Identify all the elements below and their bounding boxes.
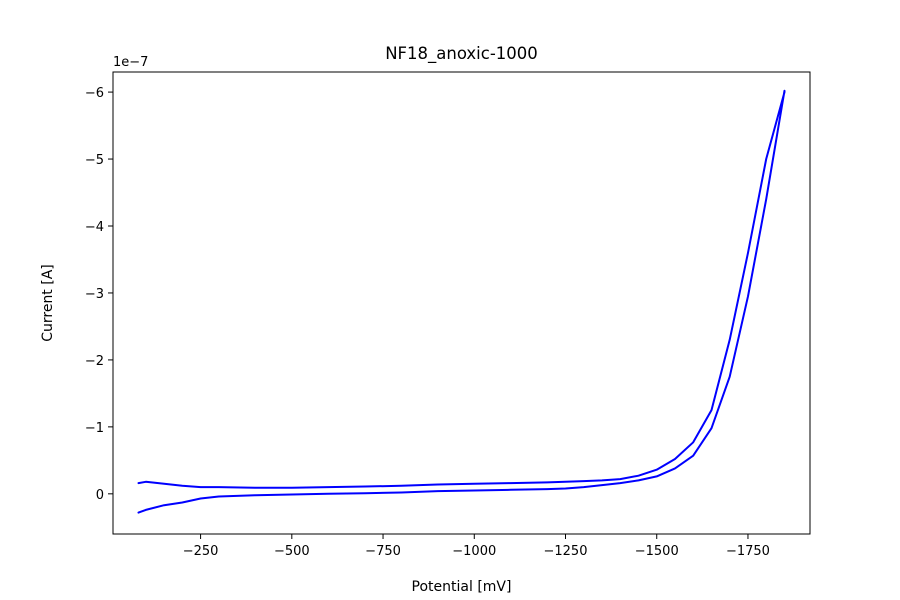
y-axis-ticks: 0 −1 −2 −3 −4 −5 −6 [85,86,113,503]
x-tick-label: −1500 [635,544,679,559]
chart-title: NF18_anoxic-1000 [385,44,538,64]
y-tick-label: −2 [85,354,104,369]
x-tick-label: −1250 [544,544,588,559]
plot-frame [112,71,811,535]
y-axis-label: Current [A] [40,264,56,342]
plot-area [137,89,786,514]
x-tick-label: −1000 [452,544,496,559]
y-tick-label: −1 [85,421,104,436]
y-tick-label: −6 [85,86,104,101]
series-line [137,89,786,514]
y-tick-label: 0 [96,488,104,503]
x-tick-label: −750 [365,544,401,559]
x-tick-label: −1750 [726,544,770,559]
x-axis-ticks: −250 −500 −750 −1000 −1250 −1500 −1750 [183,534,770,559]
y-tick-label: −5 [85,153,104,168]
y-tick-label: −4 [85,220,104,235]
x-tick-label: −500 [274,544,310,559]
x-tick-label: −250 [183,544,219,559]
y-tick-label: −3 [85,287,104,302]
x-axis-label: Potential [mV] [412,579,512,595]
y-axis-offset-text: 1e−7 [113,55,148,70]
